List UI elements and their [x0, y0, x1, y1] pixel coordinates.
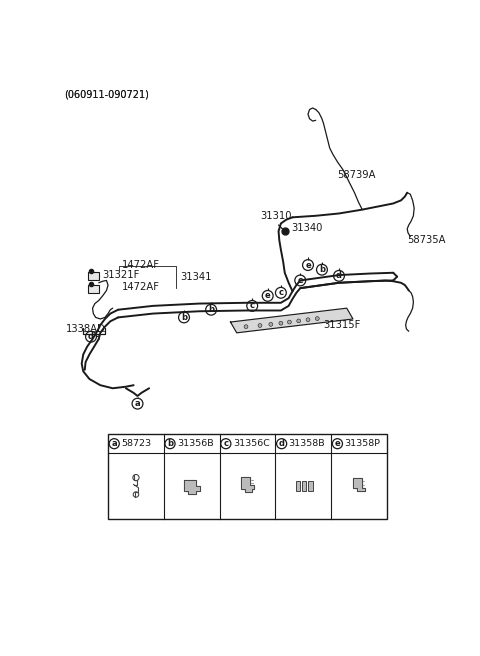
Text: a: a	[111, 440, 117, 448]
Circle shape	[288, 320, 291, 324]
Circle shape	[315, 317, 319, 321]
Text: 58723: 58723	[121, 440, 151, 448]
Circle shape	[306, 318, 310, 321]
Circle shape	[258, 323, 262, 327]
Text: e: e	[305, 260, 311, 270]
Text: 58739A: 58739A	[337, 170, 376, 180]
Polygon shape	[353, 478, 365, 491]
Text: 31356B: 31356B	[177, 440, 214, 448]
Text: b: b	[208, 305, 214, 314]
Text: e: e	[265, 291, 271, 300]
Text: c: c	[250, 301, 255, 310]
Text: 31315F: 31315F	[324, 320, 361, 330]
Text: c: c	[223, 440, 228, 448]
Text: (060911-090721): (060911-090721)	[64, 89, 149, 100]
Text: d: d	[88, 332, 94, 341]
Bar	[302, 481, 306, 491]
Polygon shape	[241, 477, 254, 492]
Text: b: b	[167, 440, 173, 448]
Text: d: d	[336, 272, 342, 280]
Text: 31358P: 31358P	[345, 440, 381, 448]
Text: 1338AD: 1338AD	[66, 324, 106, 334]
Bar	[296, 481, 300, 491]
Circle shape	[269, 323, 273, 326]
Text: a: a	[135, 399, 140, 408]
Text: e: e	[298, 276, 303, 285]
Text: 31340: 31340	[291, 223, 323, 233]
Text: 58735A: 58735A	[407, 236, 446, 245]
Bar	[88, 285, 99, 293]
Text: 31310: 31310	[260, 211, 291, 221]
Circle shape	[279, 321, 283, 325]
Text: 31341: 31341	[180, 272, 212, 282]
Bar	[308, 481, 312, 491]
Text: 1472AF: 1472AF	[122, 260, 160, 270]
Polygon shape	[184, 480, 200, 494]
Bar	[108, 434, 387, 519]
Text: (060911-090721): (060911-090721)	[64, 89, 149, 100]
Text: b: b	[319, 265, 325, 274]
Text: e: e	[335, 440, 340, 448]
Text: 31356C: 31356C	[233, 440, 270, 448]
Text: b: b	[181, 313, 187, 322]
Text: 31358B: 31358B	[288, 440, 325, 448]
Polygon shape	[230, 308, 353, 333]
Circle shape	[244, 325, 248, 329]
Text: c: c	[278, 288, 283, 297]
Text: 31321F: 31321F	[103, 270, 140, 280]
Text: d: d	[279, 440, 285, 448]
Circle shape	[297, 319, 300, 323]
Text: 1472AF: 1472AF	[122, 282, 160, 292]
Bar	[88, 272, 99, 281]
